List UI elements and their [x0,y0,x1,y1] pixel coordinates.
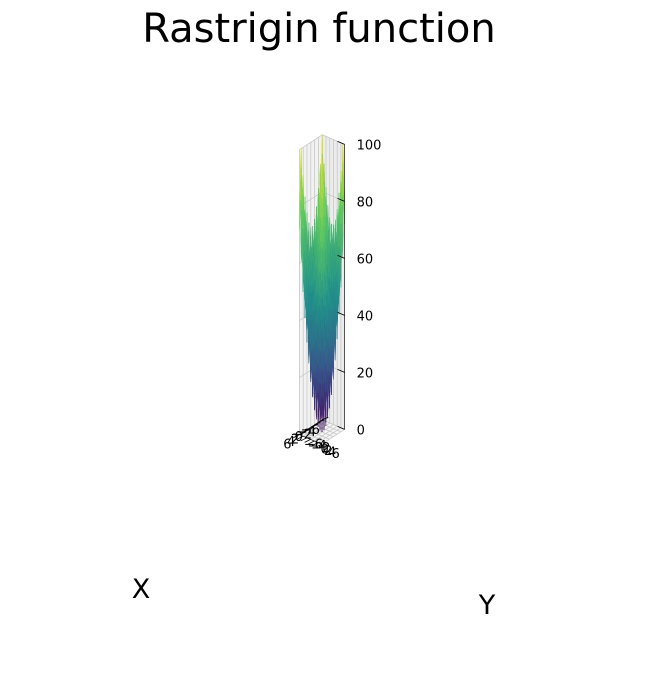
grid-line [299,134,323,150]
grid-line [314,425,338,442]
grid-line [317,427,342,443]
grid-line [321,429,345,445]
rastrigin-surface [299,134,345,433]
chart-title: Rastrigin function [142,6,495,52]
